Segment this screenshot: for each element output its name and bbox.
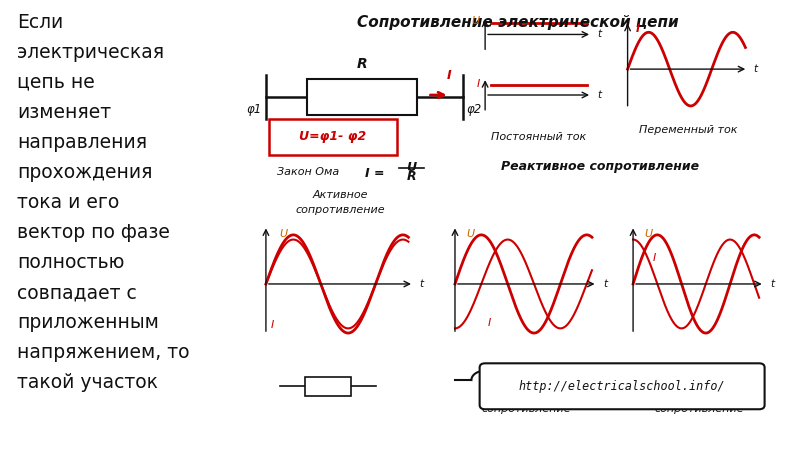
Text: совпадает с: совпадает с [17,283,137,302]
Text: I =: I = [365,167,384,180]
Text: U: U [280,229,288,239]
Text: U=φ1- φ2: U=φ1- φ2 [299,130,366,143]
Text: сопротивление: сопротивление [482,404,571,414]
Text: сопротивление: сопротивление [295,205,385,215]
Text: Активное: Активное [312,190,368,200]
FancyBboxPatch shape [269,119,398,154]
Text: вектор по фазе: вектор по фазе [17,223,170,242]
Text: Постоянный ток: Постоянный ток [491,131,586,142]
Text: I: I [476,79,480,90]
Text: φ1: φ1 [246,104,262,117]
Text: Реактивное сопротивление: Реактивное сопротивление [501,160,699,173]
Text: приложенным: приложенным [17,313,159,332]
Text: t: t [770,279,774,289]
Text: Закон Ома: Закон Ома [277,167,339,177]
Bar [307,79,417,115]
Text: t: t [419,279,423,289]
Text: http://electricalschool.info/: http://electricalschool.info/ [519,380,726,393]
Text: t: t [603,279,607,289]
Text: Сопротивление электрической цепи: Сопротивление электрической цепи [357,14,679,30]
Text: Переменный ток: Переменный ток [638,125,737,135]
Text: полностью: полностью [17,253,125,272]
Text: I: I [488,318,491,328]
Text: Емкостное: Емкостное [668,391,730,401]
Text: напряжением, то: напряжением, то [17,343,190,362]
Text: Индуктивное: Индуктивное [487,391,565,401]
Text: цепь не: цепь не [17,72,95,92]
Text: 68: 68 [390,426,410,441]
Text: t: t [598,90,602,100]
Text: R: R [357,57,367,71]
Text: I: I [447,69,452,82]
Text: направления: направления [17,133,147,152]
Text: прохождения: прохождения [17,163,153,182]
Text: электрическая: электрическая [17,43,164,62]
Text: R: R [406,170,416,183]
Text: такой участок: такой участок [17,374,158,392]
Text: U: U [644,229,652,239]
Text: U: U [471,16,480,26]
Text: U: U [466,229,474,239]
Text: t: t [754,64,758,74]
Text: t: t [598,29,602,40]
Text: сопротивление: сопротивление [654,404,744,414]
FancyBboxPatch shape [480,363,765,409]
Text: Если: Если [17,13,63,32]
Text: I: I [652,253,655,263]
Text: тока и его: тока и его [17,193,119,212]
Text: изменяет: изменяет [17,103,111,122]
Text: U: U [406,161,416,174]
Text: φ2: φ2 [466,104,481,117]
Text: I: I [636,23,640,33]
Bar [305,377,351,396]
Text: I: I [270,320,274,330]
